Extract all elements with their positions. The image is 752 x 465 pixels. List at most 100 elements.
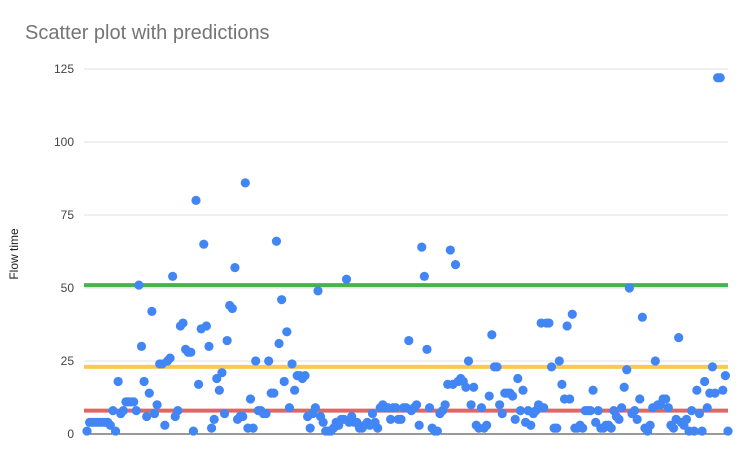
data-point bbox=[513, 373, 523, 384]
data-point bbox=[251, 356, 261, 366]
data-point bbox=[510, 414, 520, 424]
data-point bbox=[526, 420, 536, 430]
data-point bbox=[279, 376, 289, 387]
data-point bbox=[497, 408, 507, 419]
data-point bbox=[386, 414, 396, 424]
data-point bbox=[469, 382, 479, 392]
data-point bbox=[515, 406, 525, 416]
data-point bbox=[139, 376, 149, 387]
data-point bbox=[546, 362, 557, 372]
data-point bbox=[557, 379, 567, 389]
data-point bbox=[290, 385, 300, 395]
y-tick-label: 50 bbox=[61, 281, 75, 295]
data-point bbox=[552, 423, 562, 433]
data-point bbox=[206, 423, 217, 433]
data-point bbox=[492, 362, 502, 372]
data-point bbox=[697, 426, 707, 436]
data-point bbox=[318, 417, 328, 427]
data-point bbox=[424, 403, 435, 413]
data-point bbox=[248, 423, 258, 433]
data-point bbox=[635, 394, 645, 404]
data-point bbox=[201, 321, 211, 331]
data-point bbox=[227, 303, 237, 314]
y-tick-label: 75 bbox=[61, 208, 75, 222]
chart-title: Scatter plot with predictions bbox=[25, 22, 270, 44]
data-point bbox=[411, 400, 422, 410]
data-point bbox=[113, 376, 123, 387]
data-point bbox=[404, 335, 414, 346]
data-point bbox=[149, 408, 160, 419]
data-point bbox=[450, 260, 461, 270]
data-point bbox=[432, 426, 442, 436]
data-point bbox=[661, 394, 671, 404]
data-point bbox=[240, 178, 250, 188]
data-point bbox=[544, 318, 554, 328]
data-point bbox=[186, 347, 196, 357]
data-point bbox=[593, 406, 603, 416]
data-point bbox=[219, 408, 230, 419]
data-point bbox=[282, 327, 292, 337]
data-point bbox=[217, 368, 227, 378]
data-point bbox=[539, 403, 549, 413]
data-point bbox=[518, 385, 528, 395]
data-point bbox=[663, 403, 673, 413]
data-point bbox=[710, 388, 720, 398]
data-point bbox=[614, 414, 624, 424]
data-point bbox=[131, 406, 141, 416]
data-point bbox=[632, 414, 642, 424]
data-point bbox=[681, 414, 692, 424]
data-point bbox=[238, 411, 248, 422]
data-point bbox=[204, 341, 214, 351]
data-point bbox=[396, 414, 406, 424]
data-point bbox=[373, 423, 383, 433]
data-point bbox=[341, 274, 352, 284]
data-point bbox=[440, 400, 450, 410]
data-point bbox=[118, 406, 128, 416]
data-point bbox=[463, 356, 474, 366]
data-point bbox=[619, 382, 629, 392]
data-point bbox=[707, 362, 718, 372]
data-point bbox=[199, 239, 209, 249]
data-point bbox=[578, 423, 588, 433]
data-point bbox=[271, 236, 282, 246]
data-point bbox=[585, 406, 596, 416]
data-point bbox=[142, 411, 152, 422]
data-point bbox=[482, 420, 492, 430]
data-point bbox=[214, 385, 224, 395]
data-point bbox=[108, 406, 118, 416]
data-point bbox=[82, 426, 92, 436]
data-point bbox=[617, 403, 627, 413]
data-point bbox=[209, 414, 219, 424]
data-point bbox=[507, 391, 518, 401]
data-point bbox=[305, 423, 315, 433]
data-point bbox=[287, 359, 297, 369]
data-point bbox=[622, 365, 632, 375]
data-point bbox=[606, 423, 616, 433]
data-point bbox=[129, 397, 139, 407]
data-point bbox=[264, 356, 274, 366]
y-tick-label: 0 bbox=[67, 427, 74, 441]
data-point bbox=[567, 309, 577, 319]
data-point bbox=[687, 406, 697, 416]
data-point bbox=[313, 286, 323, 296]
data-point bbox=[144, 388, 154, 398]
data-point bbox=[692, 385, 702, 395]
data-point bbox=[147, 306, 157, 316]
data-point bbox=[461, 382, 471, 392]
data-point bbox=[554, 356, 564, 366]
data-point bbox=[222, 335, 232, 346]
data-point bbox=[391, 403, 401, 413]
data-point bbox=[300, 371, 310, 381]
data-point bbox=[422, 344, 432, 354]
data-point bbox=[637, 312, 647, 322]
data-point bbox=[419, 271, 429, 281]
data-point bbox=[310, 403, 320, 413]
data-point bbox=[720, 371, 731, 381]
data-point bbox=[277, 295, 287, 305]
data-point bbox=[645, 420, 655, 430]
data-point bbox=[274, 338, 284, 349]
data-point bbox=[689, 426, 699, 436]
data-point bbox=[367, 408, 378, 419]
